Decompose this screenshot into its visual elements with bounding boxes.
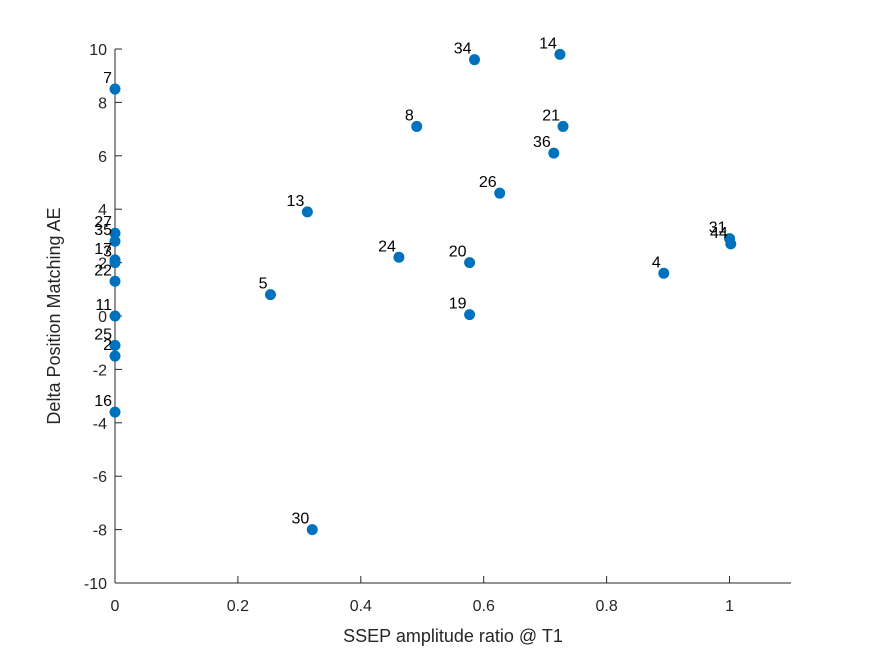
data-point [109,350,121,362]
data-point [109,227,121,239]
data-point-label: 24 [378,238,396,255]
axes [114,49,791,584]
data-point-label: 19 [449,296,467,313]
x-tick-label: 0.8 [596,598,618,615]
y-tick-label: -4 [93,416,107,433]
data-point [554,48,566,60]
data-point-label: 25 [94,326,112,343]
data-point [109,310,121,322]
data-point [557,120,569,132]
data-point-label: 27 [94,214,112,231]
data-point [264,289,276,301]
data-point-label: 22 [94,262,112,279]
data-point [393,251,405,263]
y-tick-label: -6 [93,469,107,486]
data-point-label: 5 [259,276,268,293]
data-point [658,267,670,279]
data-point-label: 2 [103,337,112,354]
data-point-label: 3 [103,244,112,261]
y-tick-label: 10 [89,42,107,59]
y-tick-label: 0 [98,309,107,326]
data-point-label: 34 [454,41,472,58]
data-point-label: 14 [539,35,557,52]
y-tick-label: 8 [98,95,107,112]
x-axis-ticks: 0 0.2 0.4 0.6 0.8 1 [111,576,734,615]
y-tick-label: -8 [93,523,107,540]
data-point-label: 21 [542,107,560,124]
data-point [109,275,121,287]
x-tick-label: 0.2 [227,598,249,615]
data-point [301,206,313,218]
data-points: 7273517322112521651330248201934263614214… [94,35,737,536]
data-point [411,120,423,132]
y-tick-label: 2 [98,256,107,273]
data-point-label: 20 [449,244,467,261]
data-point-label: 11 [95,297,112,314]
data-point [725,238,737,250]
data-point-label: 17 [94,241,112,258]
y-tick-label: 6 [98,149,107,166]
data-point-label: 35 [94,222,112,239]
y-tick-label: -2 [93,362,107,379]
data-point-label: 13 [287,193,305,210]
data-point [109,235,121,247]
data-point [464,309,476,321]
data-point-label: 8 [405,107,414,124]
x-tick-label: 0.4 [350,598,372,615]
x-tick-label: 1 [725,598,734,615]
data-point [464,257,476,269]
data-point-label: 30 [291,511,309,528]
data-point [469,54,481,66]
data-point [109,339,121,351]
data-point-label: 36 [533,134,551,151]
data-point-label: 4 [652,254,661,271]
data-point [306,524,318,536]
x-tick-label: 0 [111,598,120,615]
data-point-label: 26 [479,174,497,191]
data-point-label: 7 [103,70,112,87]
data-point [109,257,121,269]
y-tick-label: -10 [84,576,107,593]
data-point-label: 16 [94,393,112,410]
data-point [109,406,121,418]
data-point [494,187,506,199]
y-axis-label: Delta Position Matching AE [44,207,64,424]
x-axis-label: SSEP amplitude ratio @ T1 [343,626,563,646]
x-tick-label: 0.6 [473,598,495,615]
data-point-label: 31 [709,220,727,237]
data-point [548,147,560,159]
y-tick-label: 4 [98,202,107,219]
data-point-label: 44 [710,225,728,242]
data-point [109,83,121,95]
